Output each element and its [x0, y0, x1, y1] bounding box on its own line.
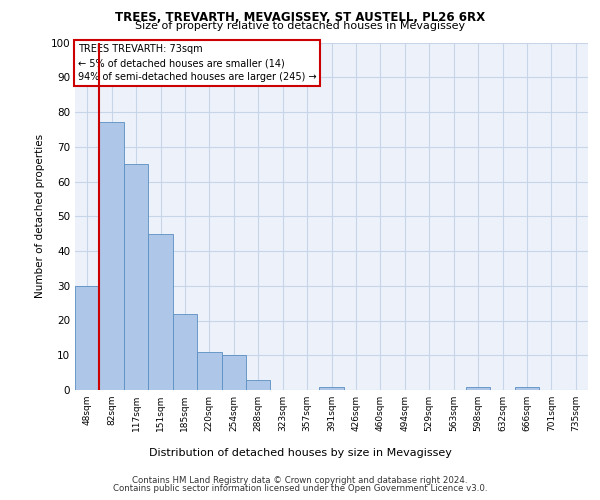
- Text: Contains public sector information licensed under the Open Government Licence v3: Contains public sector information licen…: [113, 484, 487, 493]
- Bar: [124, 164, 148, 390]
- Bar: [466, 386, 490, 390]
- Bar: [515, 386, 539, 390]
- Text: TREES, TREVARTH, MEVAGISSEY, ST AUSTELL, PL26 6RX: TREES, TREVARTH, MEVAGISSEY, ST AUSTELL,…: [115, 11, 485, 24]
- Text: TREES TREVARTH: 73sqm
← 5% of detached houses are smaller (14)
94% of semi-detac: TREES TREVARTH: 73sqm ← 5% of detached h…: [77, 44, 316, 82]
- Bar: [221, 355, 246, 390]
- Bar: [148, 234, 173, 390]
- Text: Distribution of detached houses by size in Mevagissey: Distribution of detached houses by size …: [149, 448, 451, 458]
- Bar: [197, 352, 221, 390]
- Bar: [173, 314, 197, 390]
- Bar: [75, 286, 100, 390]
- Bar: [100, 122, 124, 390]
- Y-axis label: Number of detached properties: Number of detached properties: [35, 134, 45, 298]
- Bar: [319, 386, 344, 390]
- Text: Contains HM Land Registry data © Crown copyright and database right 2024.: Contains HM Land Registry data © Crown c…: [132, 476, 468, 485]
- Text: Size of property relative to detached houses in Mevagissey: Size of property relative to detached ho…: [135, 21, 465, 31]
- Bar: [246, 380, 271, 390]
